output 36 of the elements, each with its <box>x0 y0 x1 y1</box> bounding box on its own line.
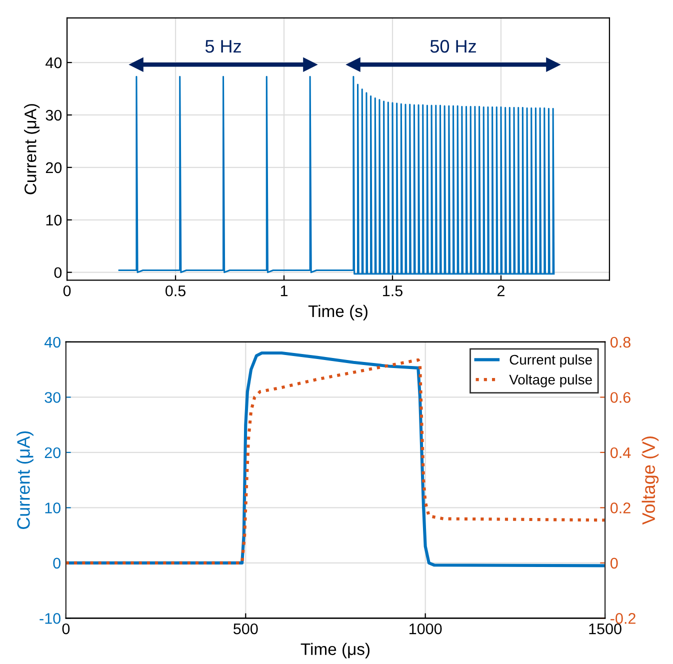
x-axis-title: Time (s) <box>308 304 368 320</box>
y2-tick-label: 0.6 <box>610 392 630 403</box>
y-axis-title: Current (μA) <box>24 104 40 194</box>
y-tick-label: 0 <box>53 558 60 569</box>
y-tick-label: 10 <box>45 502 60 514</box>
annotation: 50 Hz <box>430 40 476 53</box>
y2-tick-label: 0.8 <box>610 336 630 348</box>
x-tick-label: 0 <box>63 285 71 296</box>
y-tick-label: 10 <box>46 214 62 226</box>
y-tick-label: -10 <box>40 613 60 624</box>
x-tick-label: 500 <box>234 623 258 634</box>
annotation: 5 Hz <box>205 40 241 53</box>
x-tick-label: 1.5 <box>383 286 402 296</box>
legend-label: Current pulse <box>510 354 592 368</box>
y2-tick-label: 0.2 <box>610 502 630 514</box>
y-tick-label: 40 <box>44 336 60 348</box>
y-tick-label: 30 <box>44 392 60 403</box>
y-tick-label: 0 <box>54 267 62 278</box>
y2-tick-label: 0 <box>610 558 618 569</box>
y2-tick-label: 0.4 <box>610 447 631 458</box>
x-tick-label: 1000 <box>410 623 442 634</box>
y-tick-label: 40 <box>46 57 62 68</box>
x-tick-label: 0.5 <box>165 285 186 296</box>
x-tick-label: 1500 <box>589 623 622 634</box>
y-axis-title: Current (μA) <box>16 431 34 529</box>
x-axis-title: Time (μs) <box>300 642 370 658</box>
y-tick-label: 30 <box>46 110 62 121</box>
x-tick-label: 0 <box>62 623 70 634</box>
line-series <box>118 76 555 275</box>
legend-label: Voltage pulse <box>509 374 592 388</box>
y-tick-label: 20 <box>46 162 62 174</box>
y2-axis-title: Voltage (V) <box>642 436 659 525</box>
y2-tick-label: -0.2 <box>610 613 636 624</box>
y-tick-label: 20 <box>44 447 60 458</box>
x-tick-label: 2 <box>498 285 504 296</box>
x-tick-label: 1 <box>280 286 288 296</box>
